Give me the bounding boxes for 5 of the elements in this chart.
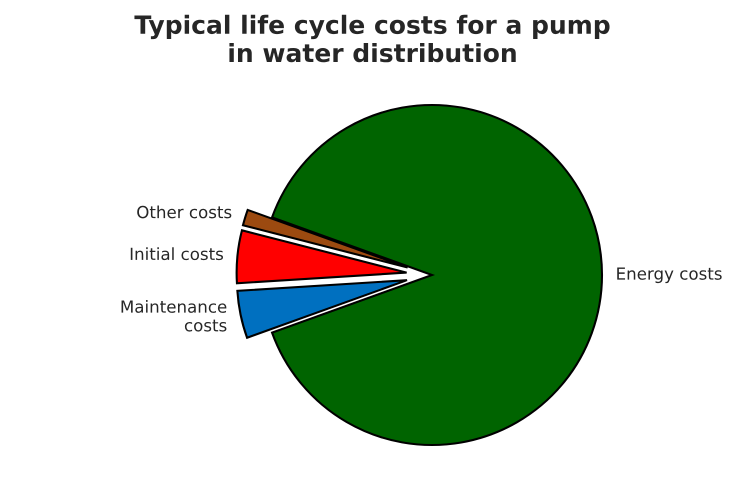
slice-label: Initial costs [130, 247, 224, 260]
slice-label: Maintenance costs [122, 300, 226, 332]
chart-title: Typical life cycle costs for a pump in water distribution [134, 14, 610, 62]
slice-label: Other costs [137, 205, 232, 218]
slice-label: Energy costs [617, 267, 722, 284]
